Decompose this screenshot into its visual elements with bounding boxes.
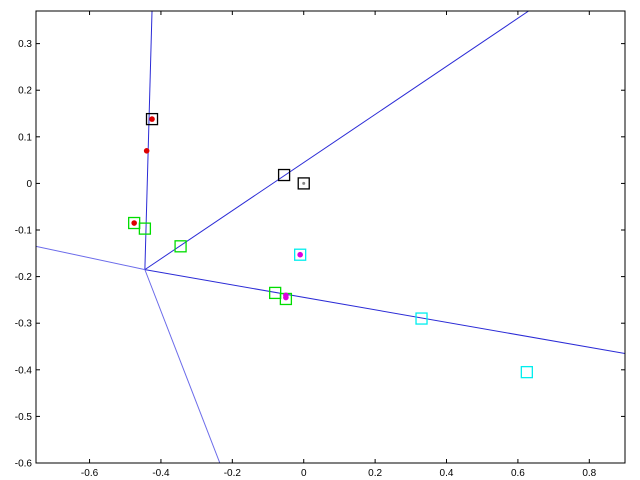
dot-marker-3-2 — [131, 220, 137, 226]
boundary-line-4 — [144, 269, 221, 463]
x-tick-label: 0.6 — [511, 468, 525, 479]
boundary-line-3 — [36, 245, 145, 271]
y-tick-label: 0.2 — [18, 86, 32, 97]
square-marker-0-1 — [277, 168, 291, 182]
y-tick-label: -0.4 — [15, 365, 33, 376]
square-marker-2-0 — [294, 248, 307, 261]
y-tick-label: -0.2 — [15, 272, 33, 283]
dot-marker-4-0 — [297, 251, 303, 258]
square-marker-0-0 — [145, 112, 159, 126]
x-tick-label: 0.4 — [440, 468, 454, 479]
square-marker-0-2 — [297, 177, 310, 190]
boundary-line-0 — [144, 11, 153, 270]
square-marker-1-2 — [174, 240, 187, 253]
square-marker-2-1 — [415, 312, 428, 325]
dot-marker-3-1 — [143, 147, 150, 154]
x-tick-label: 0.2 — [368, 468, 382, 479]
x-tick-label: -0.2 — [224, 468, 242, 479]
boundary-line-2 — [144, 269, 625, 354]
square-marker-2-2 — [520, 365, 533, 379]
x-tick-label: 0.8 — [582, 468, 596, 479]
x-tick-label: -0.4 — [152, 468, 170, 479]
dot-marker-5-0 — [302, 181, 306, 185]
y-tick-label: -0.6 — [15, 459, 33, 470]
plot-frame — [35, 10, 626, 464]
lines-layer — [36, 11, 625, 463]
y-tick-label: 0.3 — [18, 39, 32, 50]
square-marker-1-1 — [138, 222, 152, 235]
y-tick-label: -0.5 — [15, 412, 33, 423]
dot-marker-3-0 — [149, 116, 155, 122]
marks-layer — [128, 112, 533, 379]
y-tick-label: 0.1 — [18, 132, 32, 143]
y-tick-label: 0 — [26, 179, 32, 190]
boundary-line-1 — [144, 11, 529, 271]
x-tick-label: -0.6 — [81, 468, 99, 479]
ticks-layer: -0.6 -0.4 -0.2 0 0.2 0.4 0.6 0.8 0.3 0.2 0.1 0 -0.1 -… — [15, 11, 625, 479]
dot-marker-4-2 — [283, 294, 289, 301]
x-tick-label: 0 — [301, 468, 307, 479]
y-tick-label: -0.3 — [15, 319, 33, 330]
y-tick-label: -0.1 — [15, 226, 33, 237]
